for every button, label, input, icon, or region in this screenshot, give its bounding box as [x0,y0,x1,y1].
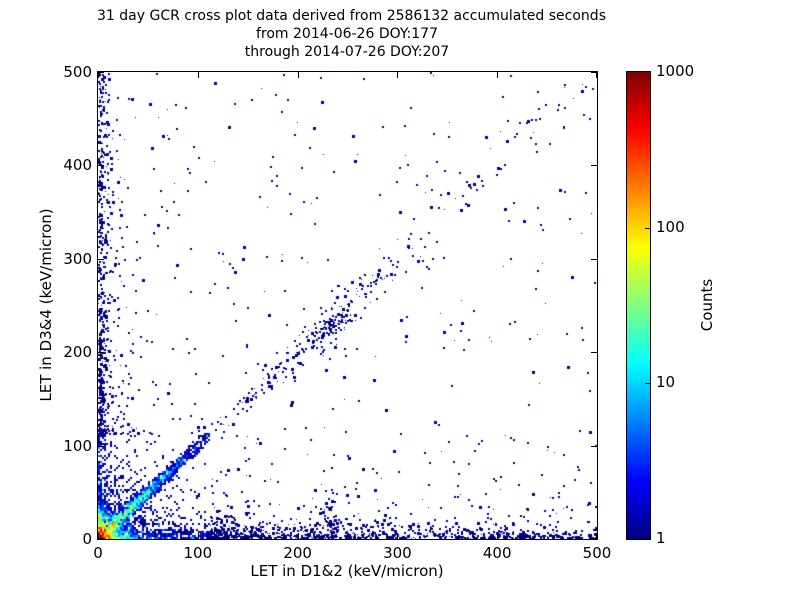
colorbar-tick-mark [645,383,650,384]
x-tick-label: 500 [582,544,612,562]
axis-tick-mark [98,533,99,539]
y-tick-label: 200 [63,343,92,362]
title-line-2: from 2014-06-26 DOY:177 [255,26,438,42]
title-line-3: through 2014-07-26 DOY:207 [244,44,450,60]
axis-tick-mark [497,533,498,539]
axis-tick-mark [98,165,104,166]
axis-tick-mark [591,538,597,539]
axis-tick-mark [397,533,398,539]
colorbar-tick-label: 1000 [656,62,695,80]
y-axis-label: LET in D3&4 (keV/micron) [37,208,55,402]
colorbar-tick-label: 100 [656,217,685,236]
axis-tick-mark [98,446,104,447]
colorbar-tick-label: 1 [656,529,666,547]
axis-tick-mark [591,352,597,353]
x-tick-label: 100 [183,544,213,562]
plot-area [97,71,598,540]
axis-tick-mark [591,165,597,166]
axis-tick-mark [591,446,597,447]
axis-tick-mark [98,72,99,78]
scatter-density-canvas [98,72,597,539]
colorbar-label: Counts [698,278,716,332]
x-axis-label: LET in D1&2 (keV/micron) [250,562,444,580]
axis-tick-mark [98,352,104,353]
title-line-1: 31 day GCR cross plot data derived from … [97,8,606,24]
axis-tick-mark [298,72,299,78]
axis-tick-mark [591,72,597,73]
axis-tick-mark [98,259,104,260]
axis-tick-mark [198,72,199,78]
colorbar [626,71,651,540]
axis-tick-mark [198,533,199,539]
x-tick-label: 200 [283,544,312,562]
y-tick-label: 0 [82,530,92,548]
axis-tick-mark [98,538,104,539]
axis-tick-mark [298,533,299,539]
axis-tick-mark [497,72,498,78]
axis-tick-mark [397,72,398,78]
axis-tick-mark [596,533,597,539]
y-tick-label: 400 [63,156,92,175]
axis-tick-mark [596,72,597,78]
y-tick-label: 100 [63,436,92,455]
axis-tick-mark [98,72,104,73]
x-tick-label: 400 [482,544,512,562]
colorbar-tick-mark [645,228,650,229]
y-tick-label: 500 [63,63,92,81]
x-tick-label: 0 [93,544,103,562]
axis-tick-mark [591,259,597,260]
colorbar-tick-label: 10 [656,373,676,392]
y-tick-label: 300 [63,249,92,268]
x-tick-label: 300 [383,544,412,562]
plot-title: 31 day GCR cross plot data derived from … [97,7,606,61]
